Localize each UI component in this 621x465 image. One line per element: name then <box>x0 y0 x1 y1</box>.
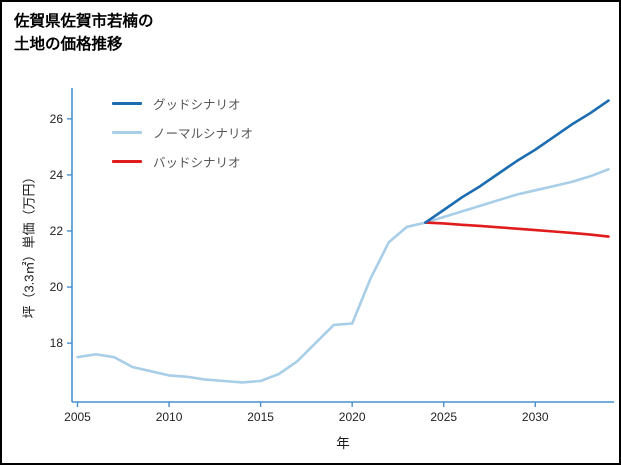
x-tick-label: 2005 <box>64 410 91 424</box>
legend-item-normal-scenario: ノーマルシナリオ <box>112 123 253 142</box>
y-tick-label: 20 <box>50 280 64 294</box>
y-axis-label: 坪（3.3㎡）単価（万円） <box>21 170 37 319</box>
chart-title: 佐賀県佐賀市若楠の 土地の価格推移 <box>14 10 154 57</box>
x-tick-label: 2025 <box>430 410 457 424</box>
legend-label-bad-scenario: バッドシナリオ <box>153 156 241 170</box>
x-tick-label: 2010 <box>156 410 183 424</box>
y-tick-label: 24 <box>50 168 64 182</box>
normal-scenario-line-swatch <box>112 131 142 134</box>
legend-label-good-scenario: グッドシナリオ <box>153 98 241 112</box>
x-axis-label: 年 <box>336 436 350 451</box>
legend-label-normal-scenario: ノーマルシナリオ <box>153 127 254 141</box>
x-tick-label: 2030 <box>522 410 549 424</box>
series-line-グッドシナリオ <box>424 99 610 224</box>
x-tick-label: 2020 <box>339 410 366 424</box>
legend-item-good-scenario: グッドシナリオ <box>112 94 253 113</box>
x-tick-label: 2015 <box>247 410 274 424</box>
chart-title-line1: 佐賀県佐賀市若楠の <box>14 13 154 30</box>
legend: グッドシナリオ ノーマルシナリオ バッドシナリオ <box>112 94 253 171</box>
chart-title-line2: 土地の価格推移 <box>14 36 123 54</box>
legend-item-bad-scenario: バッドシナリオ <box>112 152 253 171</box>
good-scenario-line-swatch <box>112 102 142 105</box>
y-tick-label: 22 <box>50 224 64 238</box>
bad-scenario-line-swatch <box>112 160 142 163</box>
y-tick-label: 26 <box>50 112 64 126</box>
y-tick-label: 18 <box>50 336 64 350</box>
series-line-ノーマルシナリオ <box>76 168 610 384</box>
series-line-バッドシナリオ <box>424 221 610 238</box>
